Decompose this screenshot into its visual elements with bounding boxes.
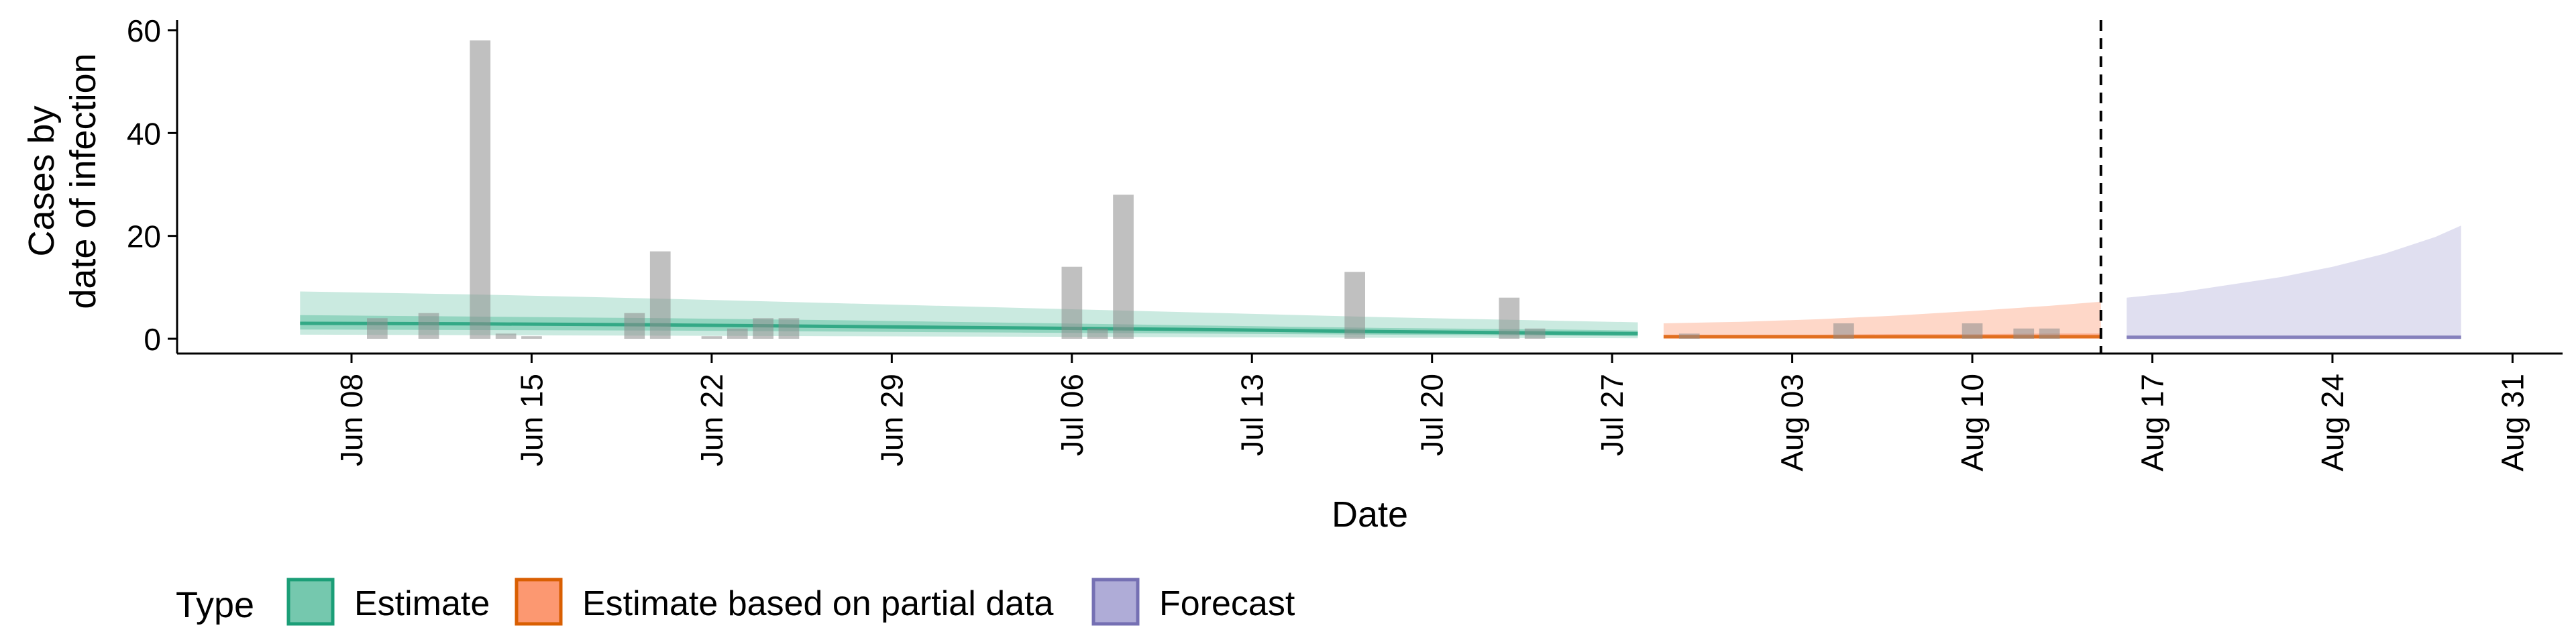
- case-bar: [521, 336, 542, 339]
- x-tick-label: Jul 06: [1055, 374, 1089, 456]
- x-tick-label: Jun 15: [514, 374, 549, 466]
- x-tick-label: Jun 29: [874, 374, 909, 466]
- case-bar: [495, 333, 517, 339]
- y-axis-title-line-1: Cases by: [21, 105, 62, 256]
- case-bar: [778, 318, 800, 339]
- x-tick-label: Aug 03: [1775, 374, 1810, 472]
- x-tick-label: Jun 22: [694, 374, 729, 466]
- case-bar: [1524, 328, 1546, 339]
- case-bar: [2039, 328, 2060, 339]
- x-tick-label: Aug 24: [2315, 374, 2350, 472]
- case-bar: [418, 313, 439, 339]
- case-bar: [753, 318, 773, 339]
- y-axis-title: Cases by date of infection: [21, 53, 103, 309]
- case-bar: [1113, 195, 1134, 339]
- legend-label-2: Forecast: [1159, 584, 1295, 623]
- case-bar: [1833, 323, 1854, 339]
- case-bar: [1678, 333, 1700, 339]
- case-bar: [470, 40, 491, 339]
- x-tick-label: Jun 08: [334, 374, 369, 466]
- case-bar: [1061, 266, 1083, 339]
- case-bar: [701, 336, 722, 339]
- y-tick-label: 20: [127, 219, 161, 254]
- x-tick-label: Aug 17: [2135, 374, 2170, 472]
- y-axis-title-line-2: date of infection: [63, 53, 103, 309]
- x-ticks: Jun 08 Jun 15 Jun 22 Jun 29 Jul 06 Jul 13 Jul …: [334, 354, 2530, 472]
- axes: [176, 20, 2563, 355]
- case-bar: [2013, 328, 2035, 339]
- case-bar: [1962, 323, 1983, 339]
- case-bar: [1087, 328, 1108, 339]
- y-ticks: 0 20 40 60: [127, 13, 177, 357]
- case-bar: [1499, 297, 1520, 339]
- x-tick-label: Jul 13: [1234, 374, 1269, 456]
- x-axis-title: Date: [1332, 494, 1408, 535]
- legend-key-0: [286, 578, 335, 626]
- legend: Type Estimate Estimate based on partial d…: [176, 578, 1295, 626]
- ribbon-90-1: [1663, 301, 2101, 339]
- case-bar: [624, 313, 645, 339]
- ribbon-90-2: [2127, 225, 2461, 339]
- legend-key-2: [1091, 578, 1140, 626]
- y-tick-label: 60: [127, 13, 161, 48]
- plot-area: [300, 20, 2461, 354]
- case-bar: [367, 318, 388, 339]
- y-tick-label: 40: [127, 116, 161, 151]
- y-tick-label: 0: [144, 322, 161, 357]
- x-tick-label: Jul 27: [1595, 374, 1629, 456]
- case-bar: [727, 328, 748, 339]
- legend-label-0: Estimate: [354, 584, 490, 623]
- x-tick-label: Jul 20: [1415, 374, 1450, 456]
- case-bar: [1344, 272, 1365, 339]
- legend-label-1: Estimate based on partial data: [582, 584, 1054, 623]
- case-bar: [649, 251, 671, 339]
- x-tick-label: Aug 10: [1955, 374, 1990, 472]
- x-tick-label: Aug 31: [2495, 374, 2530, 472]
- legend-key-1: [515, 578, 563, 626]
- legend-title: Type: [176, 585, 254, 625]
